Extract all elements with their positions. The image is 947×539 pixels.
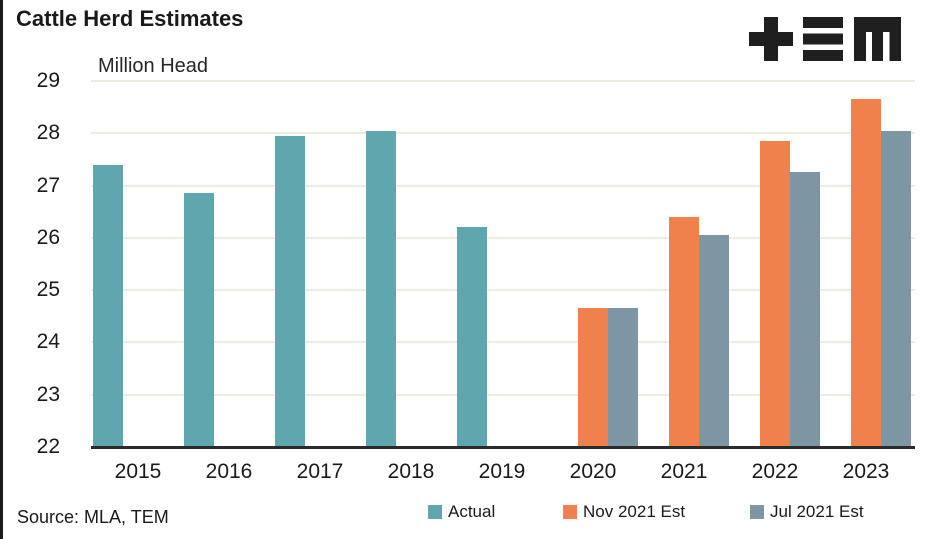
y-tick-label-27: 27 — [36, 173, 60, 197]
legend-label: Actual — [448, 502, 496, 521]
bar-actual-2016 — [184, 193, 214, 447]
gridline-26 — [91, 236, 915, 239]
bar-nov-2021-est-2020 — [578, 308, 608, 447]
tem-logo-svg — [749, 17, 901, 61]
y-tick-label-24: 24 — [36, 330, 60, 354]
x-tick-label-2016: 2016 — [205, 460, 253, 483]
x-tick-label-2020: 2020 — [569, 460, 617, 483]
y-axis-units-label: Million Head — [98, 55, 209, 77]
legend-item-nov-2021-est: Nov 2021 Est — [563, 502, 685, 522]
tem-logo-icon — [749, 17, 905, 63]
legend-item-jul-2021-est: Jul 2021 Est — [750, 502, 864, 522]
x-tick-label-2019: 2019 — [478, 460, 526, 483]
y-tick-label-28: 28 — [36, 121, 60, 145]
legend-label: Nov 2021 Est — [583, 502, 686, 521]
y-tick-label-25: 25 — [36, 278, 60, 302]
bar-actual-2018 — [366, 130, 396, 447]
legend-swatch-icon — [750, 505, 764, 519]
y-tick-label-23: 23 — [36, 382, 60, 406]
bar-jul-2021-est-2020 — [608, 308, 638, 447]
bar-actual-2017 — [275, 135, 305, 447]
plot-area: 22 23 24 25 26 27 28 29 2015 2016 2017 2018 2019 2020… — [3, 0, 947, 539]
x-tick-label-2017: 2017 — [296, 460, 344, 483]
bar-actual-2015 — [93, 164, 123, 447]
gridline-25 — [91, 289, 915, 292]
x-tick-label-2018: 2018 — [387, 460, 435, 483]
y-tick-label-22: 22 — [36, 435, 60, 458]
gridline-29 — [91, 79, 915, 82]
legend-swatch-icon — [563, 505, 577, 519]
gridline-27 — [91, 184, 915, 187]
source-label: Source: MLA, TEM — [17, 507, 169, 527]
y-tick-label-29: 29 — [36, 68, 60, 92]
chart-title: Cattle Herd Estimates — [16, 6, 244, 31]
bar-actual-2019 — [457, 227, 487, 447]
gridline-28 — [91, 132, 915, 135]
bar-nov-2021-est-2022 — [760, 141, 790, 447]
gridline-23 — [91, 393, 915, 396]
x-axis-line — [91, 446, 915, 449]
x-tick-label-2022: 2022 — [751, 460, 799, 483]
x-tick-label-2023: 2023 — [842, 460, 890, 483]
bar-jul-2021-est-2023 — [881, 130, 911, 447]
legend-swatch-icon — [428, 505, 442, 519]
x-tick-label-2015: 2015 — [114, 460, 162, 483]
bar-jul-2021-est-2021 — [699, 235, 729, 447]
bar-nov-2021-est-2023 — [851, 99, 881, 447]
legend-item-actual: Actual — [428, 502, 495, 522]
y-tick-label-26: 26 — [36, 225, 60, 249]
bar-jul-2021-est-2022 — [790, 172, 820, 447]
legend-label: Jul 2021 Est — [770, 502, 864, 521]
bar-nov-2021-est-2021 — [669, 216, 699, 447]
x-tick-label-2021: 2021 — [660, 460, 708, 483]
gridline-24 — [91, 341, 915, 344]
